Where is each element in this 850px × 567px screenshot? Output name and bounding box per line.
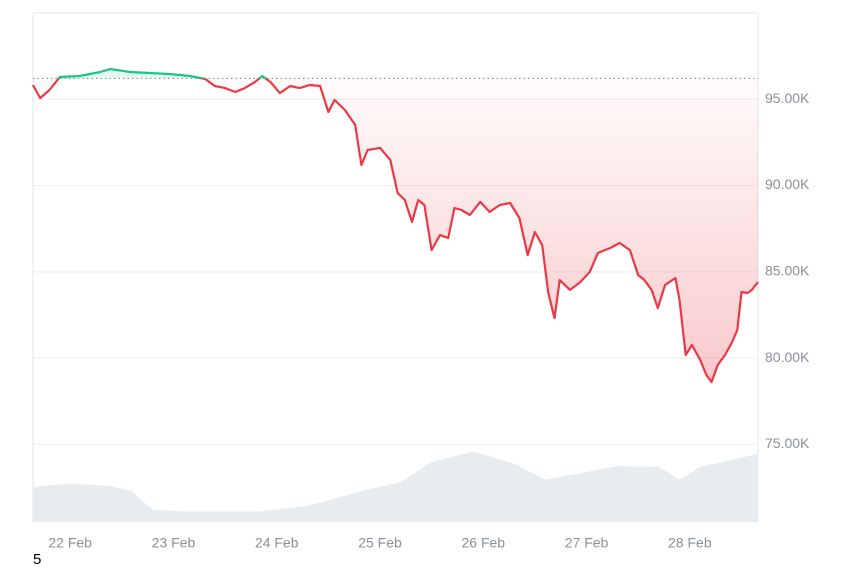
y-tick-label: 75.00K — [765, 435, 810, 451]
y-tick-label: 95.00K — [765, 90, 810, 106]
x-tick-label: 28 Feb — [668, 535, 712, 551]
footnote: 5 — [33, 551, 41, 567]
price-line — [32, 68, 759, 384]
x-tick-label: 23 Feb — [152, 535, 196, 551]
price-area — [33, 69, 758, 383]
x-tick-label: 27 Feb — [565, 535, 609, 551]
y-tick-label: 80.00K — [765, 349, 810, 365]
x-tick-label: 22 Feb — [48, 535, 92, 551]
x-tick-label: 24 Feb — [255, 535, 299, 551]
volume-area — [33, 451, 758, 522]
x-tick-label: 26 Feb — [461, 535, 505, 551]
x-tick-label: 25 Feb — [358, 535, 402, 551]
y-tick-label: 85.00K — [765, 263, 810, 279]
y-tick-label: 90.00K — [765, 176, 810, 192]
